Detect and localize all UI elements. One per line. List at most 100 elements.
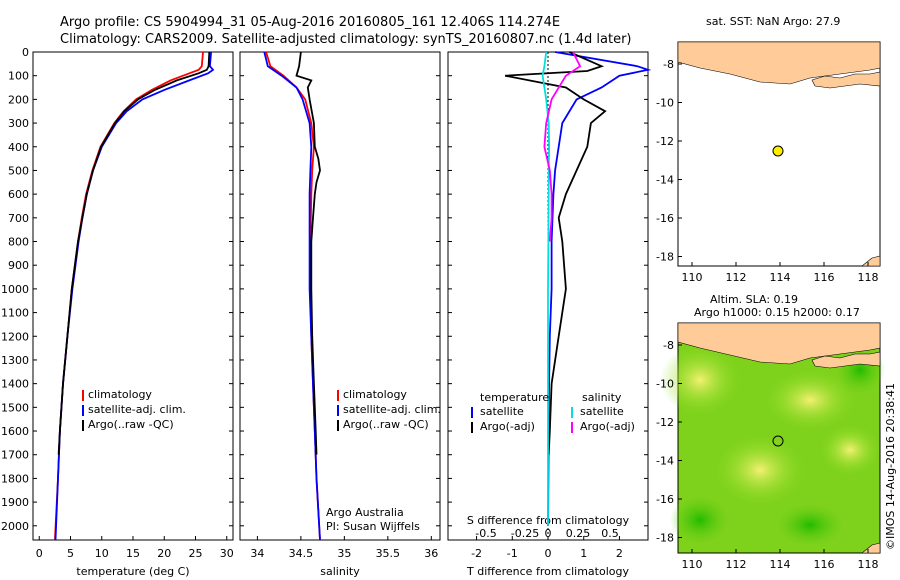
x-tick-label-secondary: 0 xyxy=(545,527,552,540)
sla-low-blob xyxy=(775,503,845,547)
series-line-t-satellite xyxy=(547,51,652,526)
sla-high-blob xyxy=(820,425,880,475)
depth-tick-label: 300 xyxy=(8,117,29,130)
x-tick-label-secondary: 0.25 xyxy=(566,527,591,540)
depth-tick-label: 1900 xyxy=(1,496,29,509)
x-tick-label: 15 xyxy=(126,547,140,560)
depth-tick-label: 0 xyxy=(22,46,29,59)
depth-tick-label: 1700 xyxy=(1,449,29,462)
map-x-tick-label: 114 xyxy=(770,558,791,571)
x-axis-label: temperature (deg C) xyxy=(76,565,189,578)
map-x-tick-label: 112 xyxy=(726,271,747,284)
legend-label: Argo(-adj) xyxy=(580,420,635,433)
float-marker-bottom xyxy=(772,435,784,447)
legend-label: climatology xyxy=(343,388,407,401)
x-tick-label: 34 xyxy=(250,547,264,560)
map-y-tick-label: -10 xyxy=(656,97,674,110)
x-axis-label: T difference from climatology xyxy=(466,565,629,578)
annotation-pi: PI: Susan Wijffels xyxy=(326,520,420,533)
map-y-tick-label: -12 xyxy=(656,135,674,148)
map-y-tick-label: -16 xyxy=(656,212,674,225)
x-tick-label: 2 xyxy=(616,547,623,560)
legend-label: Argo(..raw -QC) xyxy=(343,418,429,431)
float-marker-top xyxy=(772,145,784,157)
map-y-tick-label: -18 xyxy=(656,532,674,545)
x-tick-label: 36 xyxy=(424,547,438,560)
sst-map: sat. SST: NaN Argo: 27.9 110 112 114 116 118… xyxy=(656,15,881,284)
temperature-panel: 0100200300400500600700800900100011001200… xyxy=(1,46,234,578)
x-tick-label-secondary: -0.5 xyxy=(475,527,496,540)
x-tick-label: 5 xyxy=(67,547,74,560)
title-line-1: Argo profile: CS 5904994_31 05-Aug-2016 … xyxy=(60,15,560,30)
depth-tick-label: 1200 xyxy=(1,330,29,343)
depth-tick-label: 700 xyxy=(8,212,29,225)
x-tick-label: 35.5 xyxy=(376,547,401,560)
x-tick-label: 10 xyxy=(95,547,109,560)
title-line-2: Climatology: CARS2009. Satellite-adjuste… xyxy=(60,32,632,47)
depth-tick-label: 1000 xyxy=(1,283,29,296)
legend-label: satellite xyxy=(580,405,624,418)
sla-low-blob xyxy=(670,495,730,545)
annotation-institution: Argo Australia xyxy=(326,506,404,519)
legend-label: Argo(..raw -QC) xyxy=(88,418,174,431)
series-line-s-argo-adj- xyxy=(543,51,582,242)
map-x-tick-label: 118 xyxy=(858,558,879,571)
x-tick-label: -2 xyxy=(471,547,482,560)
depth-tick-label: 1300 xyxy=(1,354,29,367)
bali-land-bottom xyxy=(811,351,881,369)
map-y-tick-label: -14 xyxy=(656,174,674,187)
credit-stamp: ©IMOS 14-Aug-2016 20:38:41 xyxy=(884,383,897,550)
x-tick-label: 0 xyxy=(36,547,43,560)
depth-tick-label: 100 xyxy=(8,70,29,83)
map-x-tick-label: 110 xyxy=(682,558,703,571)
series-line-argo-raw-qc- xyxy=(295,51,321,455)
legend-label: climatology xyxy=(88,388,152,401)
depth-tick-label: 200 xyxy=(8,93,29,106)
legend-label: satellite-adj. clim. xyxy=(88,403,186,416)
depth-tick-label: 1500 xyxy=(1,401,29,414)
legend-label: satellite-adj. clim. xyxy=(343,403,441,416)
sla-map-title-2: Argo h1000: 0.15 h2000: 0.17 xyxy=(694,306,860,319)
x-tick-label: -1 xyxy=(507,547,518,560)
x-tick-label: 30 xyxy=(220,547,234,560)
depth-tick-label: 2000 xyxy=(1,520,29,533)
legend-title-temperature: temperature xyxy=(480,391,549,404)
map-x-tick-label: 112 xyxy=(726,558,747,571)
legend-label: satellite xyxy=(480,405,524,418)
map-x-tick-label: 116 xyxy=(814,558,835,571)
australia-coast-top xyxy=(861,255,881,267)
depth-tick-label: 800 xyxy=(8,236,29,249)
map-x-tick-label: 116 xyxy=(814,271,835,284)
x-tick-label-secondary: -0.25 xyxy=(511,527,539,540)
depth-tick-label: 1400 xyxy=(1,378,29,391)
depth-tick-label: 1800 xyxy=(1,472,29,485)
x-tick-label: 20 xyxy=(157,547,171,560)
x-tick-label: 1 xyxy=(580,547,587,560)
australia-coast-bottom xyxy=(861,542,881,554)
map-y-tick-label: -8 xyxy=(663,58,674,71)
series-line-argo-raw-qc- xyxy=(57,51,211,455)
sla-map-title-1: Altim. SLA: 0.19 xyxy=(710,293,798,306)
plot-frame xyxy=(239,51,441,541)
map-x-tick-label: 118 xyxy=(858,271,879,284)
legend-title-salinity: salinity xyxy=(582,391,622,404)
depth-tick-label: 1100 xyxy=(1,307,29,320)
map-x-tick-label: 110 xyxy=(682,271,703,284)
java-land-top xyxy=(677,41,881,85)
legend-label: Argo(-adj) xyxy=(480,420,535,433)
salinity-panel: 34 34.5 35 35.5 36 salinity climatology satelli… xyxy=(239,51,441,578)
sla-map: Altim. SLA: 0.19 Argo h1000: 0.15 h2000:… xyxy=(656,293,885,571)
series-line-t-argo-adj- xyxy=(504,51,607,455)
sla-high-blob xyxy=(715,435,805,505)
sla-high-blob xyxy=(765,370,855,430)
map-y-tick-label: -16 xyxy=(656,493,674,506)
depth-tick-label: 900 xyxy=(8,259,29,272)
map-y-tick-label: -12 xyxy=(656,416,674,429)
java-land-bottom xyxy=(677,322,881,365)
plot-frame xyxy=(32,51,234,541)
bali-land-top xyxy=(811,71,881,89)
x-tick-label: 35 xyxy=(337,547,351,560)
x-tick-label-secondary: 0.5 xyxy=(601,527,619,540)
